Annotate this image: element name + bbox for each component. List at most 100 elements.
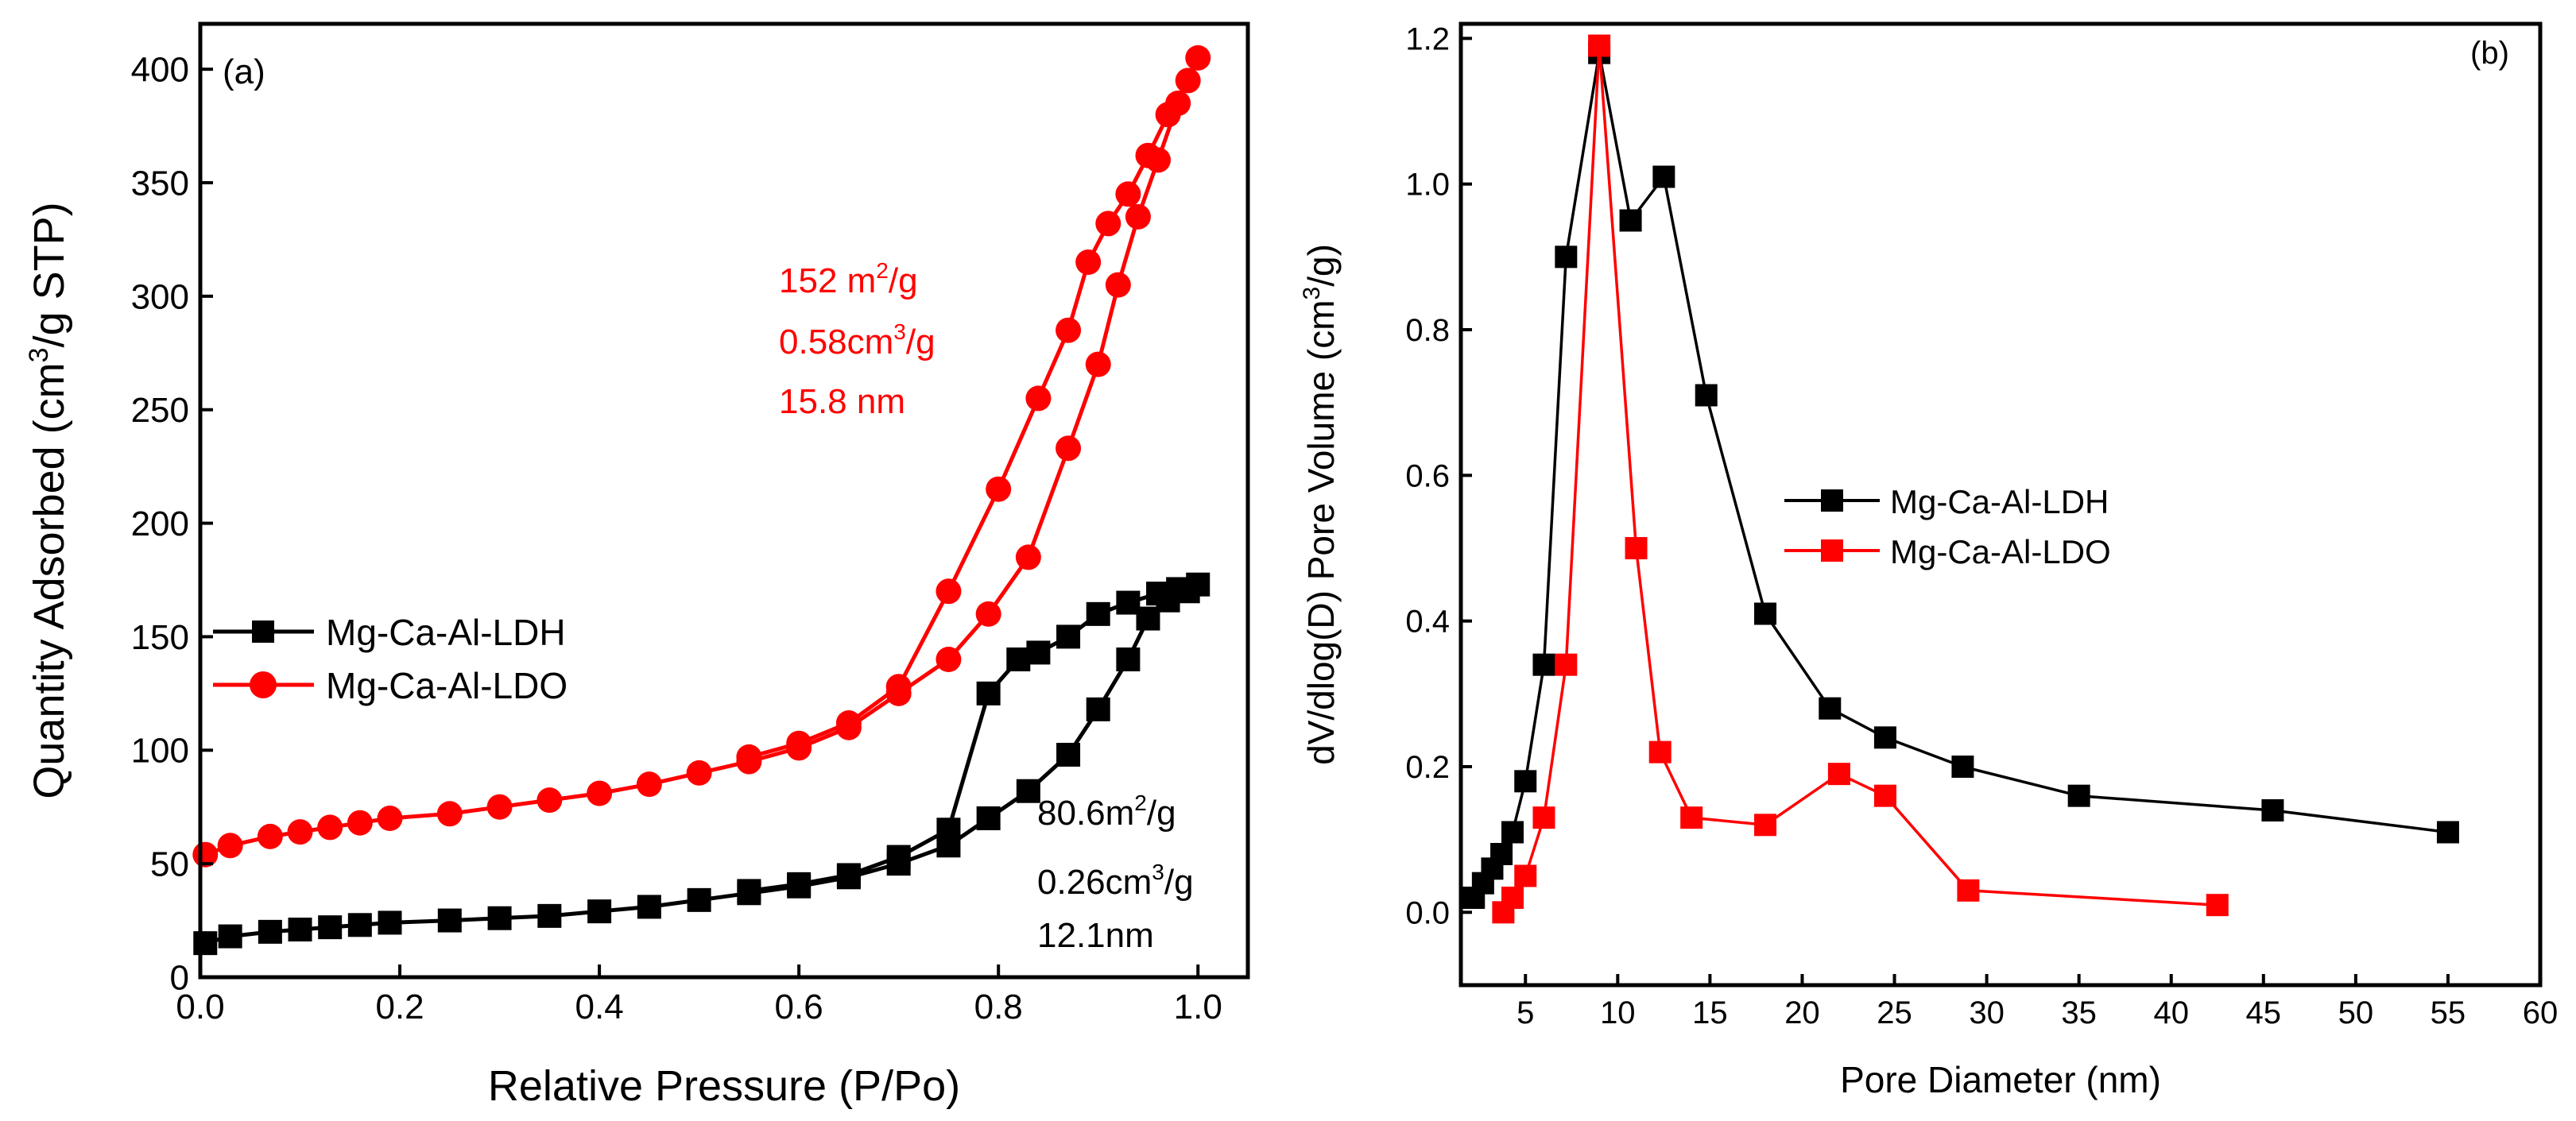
panel-b-point-mg-ca-al-ldo (1555, 653, 1578, 676)
panel-b-point-mg-ca-al-ldo (1532, 806, 1555, 829)
panel-a-axis-layer: 0.0 0.2 0.4 0.6 0.8 1.0 0 50 100 150 200 250 300 350 4… (131, 51, 1222, 1026)
panel-a-point-mg-ca-al-ldh (936, 818, 961, 842)
panel-b-x-tick-label: 60 (2523, 995, 2559, 1030)
panel-a-legend-ldo-label: Mg-Ca-Al-LDO (326, 665, 567, 706)
panel-a-point-mg-ca-al-ldo (1056, 435, 1082, 462)
panel-a-point-mg-ca-al-ldo (317, 814, 343, 841)
panel-a-point-mg-ca-al-ldh (347, 913, 372, 937)
panel-a-point-mg-ca-al-ldh (1056, 743, 1081, 767)
panel-a-point-mg-ca-al-ldh (437, 908, 462, 933)
panel-a-point-mg-ca-al-ldh (1166, 577, 1191, 601)
panel-a-point-mg-ca-al-ldo (1175, 68, 1201, 94)
panel-a-x-tick-label: 0.2 (375, 988, 424, 1026)
panel-a-y-tick-label: 150 (131, 618, 189, 657)
panel-b-y-tick-label: 1.0 (1405, 168, 1450, 203)
ldh-surface-area-value: 80.6m (1037, 794, 1134, 833)
panel-b-x-tick-label: 5 (1517, 995, 1534, 1030)
panel-a-point-mg-ca-al-ldo (1025, 385, 1052, 412)
panel-a-y-tick-label: 300 (131, 277, 189, 316)
panel-a-y-tick-label: 250 (131, 391, 189, 430)
panel-b-point-mg-ca-al-ldh (1619, 209, 1642, 232)
panel-a-y-tick-label: 350 (131, 164, 189, 203)
panel-b-point-mg-ca-al-ldo (1588, 34, 1611, 57)
panel-b-series-line-mg-ca-al-ldo (1501, 44, 2218, 914)
panel-b-y-axis-title-sup: 3 (1299, 287, 1325, 300)
panel-a-point-mg-ca-al-ldo (736, 744, 762, 770)
panel-b-point-mg-ca-al-ldh (1652, 165, 1675, 188)
panel-a-label: (a) (223, 52, 265, 91)
panel-a-point-mg-ca-al-ldo (486, 794, 513, 820)
panel-b-x-tick-label: 35 (2061, 995, 2097, 1030)
ldo-pore-volume-unit: /g (906, 323, 935, 361)
panel-a-y-tick-label: 0 (170, 958, 189, 997)
panel-a-point-mg-ca-al-ldh (288, 918, 312, 941)
panel-a-series-line-mg-ca-al-ldo (204, 56, 1200, 857)
panel-a-point-mg-ca-al-ldo (986, 476, 1012, 502)
panel-a-x-tick-label: 0.6 (775, 988, 823, 1026)
panel-a-point-mg-ca-al-ldo (436, 801, 463, 827)
panel-b-point-mg-ca-al-ldh (1873, 726, 1896, 749)
panel-a-x-axis-title: Relative Pressure (P/Po) (488, 1062, 960, 1110)
ldo-surface-area-sup: 2 (876, 258, 889, 283)
panel-a-point-mg-ca-al-ldh (318, 915, 343, 940)
panel-b-point-mg-ca-al-ldo (1514, 864, 1537, 887)
panel-a-point-mg-ca-al-ldh (1006, 647, 1031, 671)
ldh-annotation: 80.6m2/g 0.26cm3/g 12.1nm (1037, 790, 1194, 955)
ldh-pore-volume-unit: /g (1164, 863, 1194, 902)
panel-b-point-mg-ca-al-ldh (2261, 799, 2284, 821)
panel-a-point-mg-ca-al-ldo (1155, 102, 1181, 128)
panel-a-x-tick-label: 1.0 (1174, 988, 1222, 1026)
panel-a-point-mg-ca-al-ldh (587, 899, 612, 924)
panel-a-legend-ldo-marker (250, 671, 277, 698)
panel-a-point-mg-ca-al-ldo (1125, 203, 1151, 230)
panel-a-point-mg-ca-al-ldh (1056, 624, 1081, 649)
panel-b-point-mg-ca-al-ldh (2436, 821, 2459, 844)
panel-b-x-tick-label: 20 (1784, 995, 1820, 1030)
panel-a-point-mg-ca-al-ldo (1075, 249, 1102, 275)
ldo-surface-area: 152 m2/g (779, 258, 918, 300)
panel-a-point-mg-ca-al-ldo (377, 806, 403, 831)
panel-a-point-mg-ca-al-ldo (1095, 211, 1121, 237)
panel-b-y-tick-label: 1.2 (1405, 21, 1450, 56)
panel-a-point-mg-ca-al-ldo (1115, 181, 1141, 207)
panel-b-y-axis-title-main: dV/dlog(D) Pore Volume (cm (1300, 300, 1342, 764)
panel-a-point-mg-ca-al-ldh (836, 863, 861, 887)
ldh-surface-area-sup: 2 (1134, 790, 1147, 815)
panel-a-point-mg-ca-al-ldo (1135, 142, 1161, 168)
panel-a-point-mg-ca-al-ldo (217, 833, 243, 859)
panel-a-point-mg-ca-al-ldo (975, 601, 1001, 627)
panel-a-point-mg-ca-al-ldh (976, 681, 1001, 705)
panel-b-y-tick-label: 0.8 (1405, 313, 1450, 348)
panel-b-point-mg-ca-al-ldh (1754, 602, 1777, 625)
ldo-surface-area-unit: /g (889, 261, 918, 300)
panel-b: 5 10 15 20 25 30 35 40 45 50 55 60 0.0 0.2 0.4 0.6 0.8 1.… (1299, 21, 2558, 1100)
panel-a-point-mg-ca-al-ldo (935, 578, 962, 605)
panel-b-x-tick-label: 50 (2338, 995, 2374, 1030)
panel-b-series-layer (1462, 34, 2459, 924)
panel-b-x-tick-label: 10 (1600, 995, 1636, 1030)
panel-a-point-mg-ca-al-ldo (885, 674, 912, 700)
panel-b-y-tick-label: 0.0 (1405, 895, 1450, 930)
panel-b-point-mg-ca-al-ldo (1625, 537, 1648, 559)
panel-a-point-mg-ca-al-ldh (193, 931, 218, 956)
panel-a-legend: Mg-Ca-Al-LDH Mg-Ca-Al-LDO (213, 612, 567, 706)
panel-b-x-tick-label: 15 (1692, 995, 1728, 1030)
panel-b-x-tick-label: 30 (1969, 995, 2005, 1030)
panel-a-point-mg-ca-al-ldh (787, 872, 812, 896)
panel-a-point-mg-ca-al-ldo (347, 810, 373, 836)
panel-b-legend-ldh-label: Mg-Ca-Al-LDH (1890, 483, 2109, 520)
panel-a-point-mg-ca-al-ldo (257, 823, 283, 849)
ldo-pore-size: 15.8 nm (779, 382, 905, 421)
panel-b-point-mg-ca-al-ldh (1951, 756, 1974, 778)
panel-a-legend-ldh-marker (252, 620, 274, 643)
panel-b-point-mg-ca-al-ldo (2206, 894, 2229, 917)
panel-a-point-mg-ca-al-ldh (1186, 572, 1211, 597)
panel-b-y-tick-label: 0.4 (1405, 605, 1450, 640)
panel-a-point-mg-ca-al-ldo (537, 787, 563, 814)
panel-b-x-tick-label: 55 (2431, 995, 2466, 1030)
panel-b-x-tick-label: 45 (2246, 995, 2282, 1030)
panel-a-point-mg-ca-al-ldo (1105, 272, 1131, 298)
panel-a-frame (198, 21, 1250, 980)
panel-b-point-mg-ca-al-ldh (2067, 784, 2090, 807)
